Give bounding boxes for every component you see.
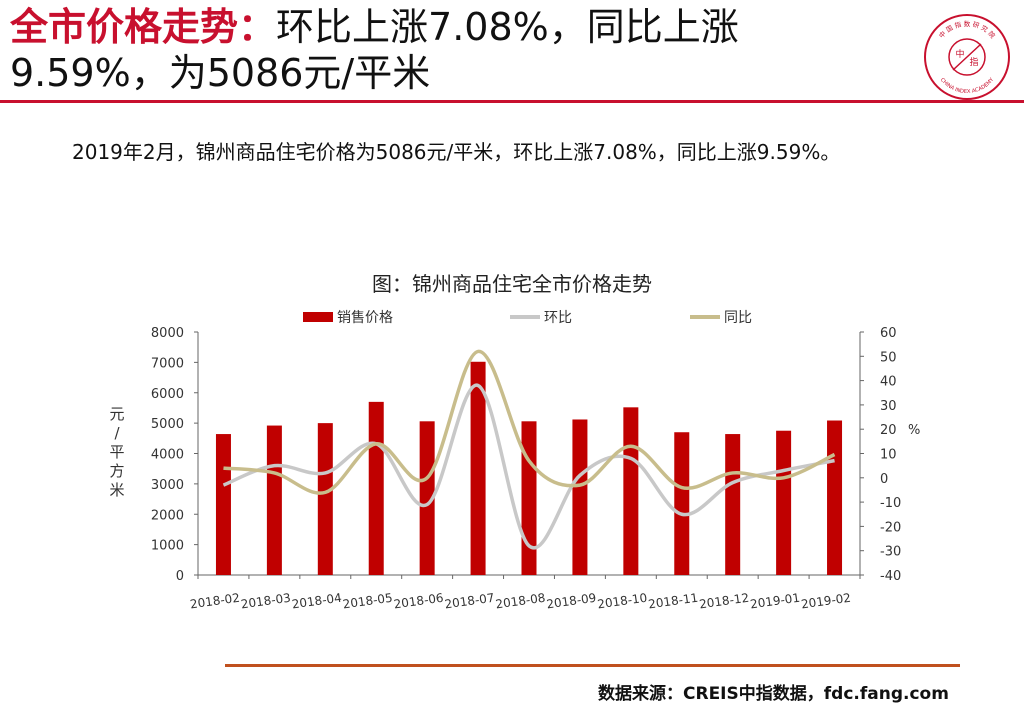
- price-bar: [827, 420, 843, 575]
- price-trend-chart: 0 1000 2000 3000 4000 5000 6000 7000 8000 -40 -30 -…: [109, 310, 920, 612]
- legend-price-label: 销售价格: [337, 310, 393, 326]
- page-title: 全市价格走势：环比上涨7.08%，同比上涨 9.59%，为5086元/平米: [10, 4, 900, 96]
- source-divider: [225, 664, 960, 667]
- price-bar: [368, 401, 384, 575]
- x-tick-label: 2018-07: [444, 591, 496, 612]
- title-highlight: 全市价格走势：: [10, 5, 277, 49]
- x-tick-label: 2018-10: [596, 591, 648, 612]
- chart-title: 图：锦州商品住宅全市价格走势: [372, 272, 652, 296]
- price-bar: [572, 419, 588, 575]
- x-tick-label: 2019-01: [749, 591, 801, 612]
- title-divider: [0, 100, 1024, 103]
- left-tick-label: 0: [176, 569, 184, 584]
- right-tick-label: 30: [880, 399, 897, 414]
- price-bar: [725, 434, 741, 575]
- right-tick-label: 40: [880, 375, 897, 390]
- left-axis-label-char: 方: [109, 462, 124, 480]
- price-bar: [776, 430, 792, 575]
- left-tick-label: 7000: [151, 356, 184, 371]
- left-tick-label: 5000: [151, 417, 184, 432]
- x-tick-label: 2018-03: [240, 591, 292, 612]
- left-axis-label-char: /: [114, 424, 120, 442]
- x-tick-label: 2018-02: [189, 591, 241, 612]
- x-tick-label: 2018-12: [698, 591, 750, 612]
- data-source: 数据来源：CREIS中指数据，fdc.fang.com: [598, 684, 949, 704]
- x-tick-label: 2018-09: [546, 591, 598, 612]
- right-axis-label: %: [908, 423, 920, 438]
- right-tick-label: -40: [880, 569, 901, 584]
- x-tick-label: 2018-05: [342, 591, 394, 612]
- right-tick-label: 20: [880, 423, 897, 438]
- right-tick-label: -10: [880, 496, 901, 511]
- price-bar: [623, 407, 639, 575]
- logo-center-top: 中: [955, 48, 964, 60]
- left-tick-label: 4000: [151, 448, 184, 463]
- left-axis-label-char: 元: [109, 405, 124, 423]
- x-tick-label: 2018-08: [495, 591, 547, 612]
- right-tick-label: 60: [880, 326, 897, 341]
- right-tick-label: 10: [880, 448, 897, 463]
- price-bar: [317, 423, 333, 575]
- x-tick-label: 2018-06: [393, 591, 445, 612]
- left-tick-label: 2000: [151, 508, 184, 523]
- right-tick-label: -30: [880, 545, 901, 560]
- left-tick-label: 8000: [151, 326, 184, 341]
- left-tick-label: 1000: [151, 539, 184, 554]
- svg-text:中 国 指 数 研 究 院: 中 国 指 数 研 究 院: [937, 19, 998, 40]
- price-bar: [419, 421, 435, 575]
- legend-yoy-label: 同比: [724, 310, 752, 326]
- price-bar: [215, 434, 231, 575]
- price-bar: [521, 421, 537, 575]
- left-axis-label-char: 平: [109, 443, 124, 461]
- yoy-line: [223, 349, 836, 495]
- x-tick-label: 2018-04: [291, 591, 343, 612]
- logo-top-text: 中 国 指 数 研 究 院: [937, 19, 998, 40]
- left-tick-label: 3000: [151, 478, 184, 493]
- x-tick-label: 2018-11: [647, 591, 699, 612]
- legend-price-swatch: [303, 312, 333, 322]
- price-bar: [674, 432, 690, 575]
- title-rest: 环比上涨7.08%，同比上涨: [276, 5, 739, 49]
- legend-mom-label: 环比: [544, 310, 572, 326]
- mom-line: [222, 383, 835, 550]
- right-tick-label: 50: [880, 350, 897, 365]
- price-bar: [266, 425, 282, 575]
- x-tick-label: 2019-02: [800, 591, 852, 612]
- summary-text: 2019年2月，锦州商品住宅价格为5086元/平米，环比上涨7.08%，同比上涨…: [72, 140, 841, 164]
- logo-bottom-text: CHINA INDEX ACADEMY: [939, 76, 996, 95]
- left-axis-label-char: 米: [109, 481, 124, 499]
- right-tick-label: 0: [880, 472, 888, 487]
- price-bar: [470, 361, 486, 575]
- logo-center-bottom: 指: [969, 56, 978, 68]
- title-line-2: 9.59%，为5086元/平米: [10, 51, 431, 95]
- svg-text:CHINA INDEX ACADEMY: CHINA INDEX ACADEMY: [939, 76, 996, 95]
- china-index-academy-logo: 中 国 指 数 研 究 院 CHINA INDEX ACADEMY 中 指: [924, 14, 1010, 100]
- right-tick-label: -20: [880, 520, 901, 535]
- left-tick-label: 6000: [151, 387, 184, 402]
